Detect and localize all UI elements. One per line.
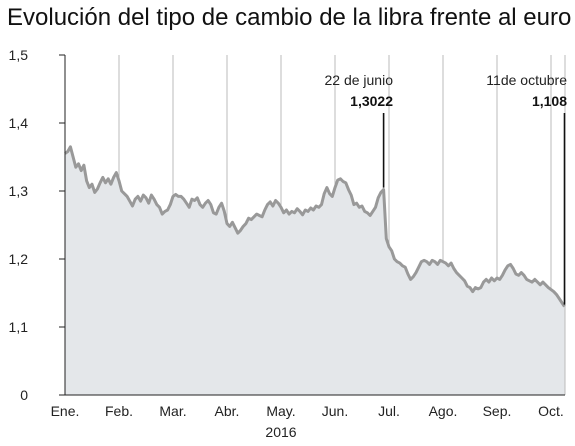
y-tick-label-3: 1,3 — [9, 183, 29, 199]
x-tick-label-5: Jun. — [322, 403, 348, 419]
x-tick-label-7: Ago. — [429, 403, 458, 419]
x-tick-label-8: Sep. — [483, 403, 512, 419]
x-tick-label-4: May. — [266, 403, 295, 419]
axes — [59, 54, 565, 396]
y-tick-label-1: 1,1 — [9, 319, 29, 335]
x-tick-label-0: Ene. — [51, 403, 80, 419]
annotations: 22 de junio 1,3022 11de octubre 1,108 — [324, 72, 567, 305]
x-tick-label-2: Mar. — [159, 403, 186, 419]
y-tick-label-2: 1,2 — [9, 251, 29, 267]
x-tick-labels: Ene. Feb. Mar. Abr. May. Jun. Jul. Ago. Sep. Oct. — [51, 403, 564, 419]
annotation-date-1: 11de octubre — [486, 72, 567, 88]
series-line — [64, 145, 566, 308]
annotation-value-0: 1,3022 — [350, 93, 393, 109]
y-tick-label-4: 1,4 — [9, 115, 29, 131]
y-tick-labels: 0 1,1 1,2 1,3 1,4 1,5 — [9, 47, 29, 403]
y-tick-label-0: 0 — [20, 387, 28, 403]
x-tick-label-1: Feb. — [105, 403, 133, 419]
x-tick-label-9: Oct. — [538, 403, 564, 419]
x-tick-label-3: Abr. — [215, 403, 240, 419]
year-label: 2016 — [265, 424, 296, 440]
annotation-date-0: 22 de junio — [324, 72, 393, 88]
chart-title: Evolución del tipo de cambio de la libra… — [7, 4, 572, 31]
annotation-value-1: 1,108 — [532, 93, 567, 109]
x-tick-label-6: Jul. — [378, 403, 400, 419]
y-tick-label-5: 1,5 — [9, 47, 29, 63]
series-area — [65, 146, 565, 395]
